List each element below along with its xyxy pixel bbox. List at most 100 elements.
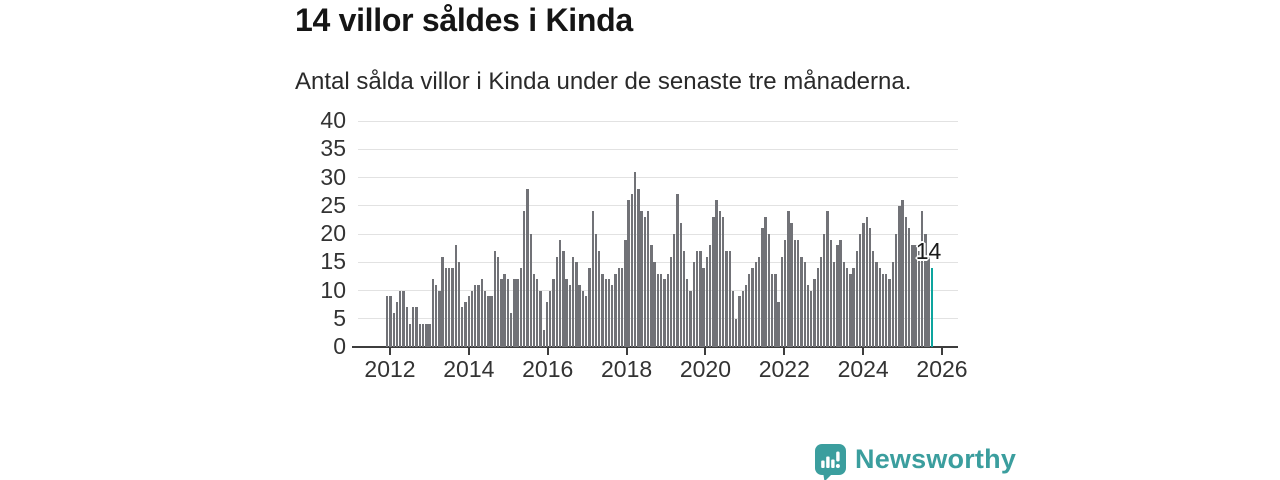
bar — [725, 250, 728, 347]
bar — [888, 279, 891, 347]
bar — [705, 256, 709, 347]
bar — [751, 267, 754, 347]
bar — [646, 211, 650, 347]
bar — [386, 296, 389, 347]
bar — [904, 217, 908, 347]
bar — [588, 267, 591, 347]
bar — [568, 284, 572, 347]
bar — [607, 279, 611, 347]
bar — [581, 290, 585, 347]
bar — [898, 205, 901, 347]
y-axis-tick-label: 30 — [320, 163, 346, 190]
latest-value-label: 14 — [915, 237, 942, 264]
bar — [399, 290, 402, 347]
bar — [836, 245, 839, 347]
bar — [735, 318, 738, 347]
bar — [418, 324, 421, 347]
y-axis-tick-label: 0 — [333, 333, 346, 359]
y-axis-tick-label: 35 — [320, 135, 346, 162]
bar — [682, 250, 686, 347]
bar — [620, 267, 624, 347]
bar — [695, 250, 699, 347]
bar — [920, 211, 924, 347]
y-axis-tick-label: 15 — [320, 248, 346, 275]
bar — [562, 250, 565, 347]
bar — [872, 250, 875, 347]
bar — [816, 267, 819, 347]
bar — [627, 200, 630, 347]
bar — [842, 262, 846, 347]
bar — [447, 267, 451, 347]
bar — [454, 245, 457, 347]
bar — [431, 279, 435, 347]
bar — [536, 279, 539, 347]
bar — [565, 279, 568, 347]
x-axis-tick-label: 2014 — [443, 356, 495, 382]
bar — [656, 273, 660, 347]
bar — [523, 211, 526, 347]
gridline-y-25 — [358, 205, 958, 207]
bar — [653, 262, 656, 347]
bar — [881, 273, 885, 347]
gridline-y-30 — [358, 177, 958, 178]
bar — [699, 250, 702, 347]
bar — [526, 188, 529, 347]
bar — [738, 296, 741, 347]
gridline-y-20 — [358, 233, 958, 235]
bar — [493, 250, 497, 347]
bar — [558, 239, 562, 347]
bar — [728, 250, 731, 347]
bar — [810, 290, 813, 347]
bar — [911, 245, 914, 347]
bar — [715, 200, 718, 347]
bar — [660, 273, 663, 347]
bar — [614, 273, 617, 347]
x-axis-tick — [389, 348, 391, 355]
newsworthy-wordmark: Newsworthy — [855, 444, 1017, 474]
bar — [787, 211, 790, 347]
bar — [490, 296, 493, 347]
bar — [806, 284, 810, 347]
bar — [885, 273, 888, 347]
bar — [461, 307, 464, 347]
bar — [927, 256, 930, 347]
y-axis-tick-label: 40 — [320, 107, 346, 133]
bar — [421, 324, 425, 347]
bar — [483, 290, 487, 347]
bar — [506, 279, 510, 347]
bar — [500, 279, 503, 347]
bar — [702, 267, 705, 347]
bar — [777, 301, 780, 347]
bar — [731, 290, 735, 347]
x-axis-line — [352, 346, 958, 348]
bar — [575, 262, 578, 347]
bar — [441, 256, 444, 347]
bar — [444, 267, 448, 347]
bar — [865, 217, 868, 347]
x-axis-tick-label: 2018 — [600, 356, 653, 382]
bar — [800, 256, 803, 347]
newsworthy-speech-bubble-barchart-icon — [815, 444, 846, 480]
bar — [513, 279, 516, 347]
bar — [907, 228, 911, 347]
x-axis-tick — [704, 348, 707, 355]
bar — [601, 273, 604, 347]
x-axis-tick — [941, 348, 944, 355]
bar — [474, 284, 477, 347]
bar — [591, 211, 594, 347]
bar — [770, 273, 774, 347]
y-axis-tick-label: 10 — [320, 276, 346, 303]
bar — [408, 324, 412, 347]
x-axis-tick-label: 2024 — [837, 356, 889, 382]
bar — [617, 267, 620, 347]
bar — [780, 256, 784, 347]
bar — [894, 234, 898, 347]
bar — [663, 279, 666, 347]
newsworthy-logo: Newsworthy — [814, 443, 1016, 480]
bar — [464, 301, 467, 347]
bar — [529, 234, 532, 347]
bar — [839, 239, 842, 347]
x-axis-tick — [783, 348, 786, 355]
bar — [718, 211, 722, 347]
